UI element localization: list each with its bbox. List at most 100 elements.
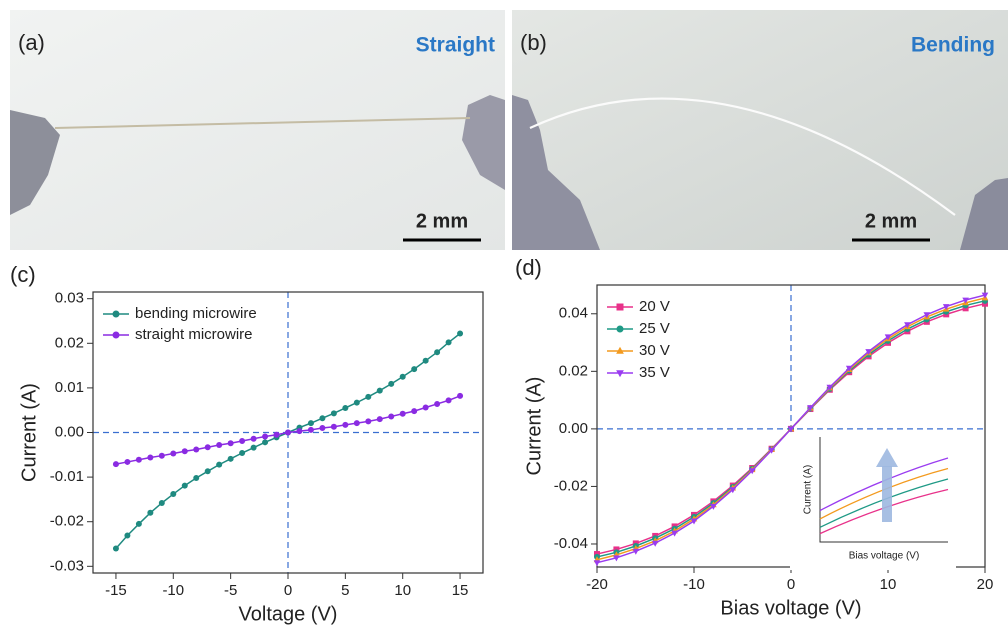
y-tick-label: 0.04 [559, 305, 588, 322]
x-tick-label: 10 [394, 582, 411, 599]
data-point [865, 349, 872, 356]
panel-label: (a) [18, 30, 45, 55]
inset-y-title: Current (A) [803, 465, 814, 514]
data-point [250, 444, 257, 451]
x-tick-label: 5 [341, 582, 349, 599]
data-point [216, 461, 223, 468]
data-point [307, 426, 314, 433]
x-tick-label: 0 [787, 576, 795, 593]
inset-background [790, 433, 956, 570]
y-tick-label: 0.00 [559, 420, 588, 437]
data-point [445, 397, 452, 404]
y-tick-label: -0.01 [50, 468, 84, 485]
data-point [353, 420, 360, 427]
x-tick-label: 20 [977, 576, 994, 593]
data-point [262, 439, 269, 446]
y-tick-label: 0.01 [55, 379, 84, 396]
data-point [135, 520, 142, 527]
data-point [399, 410, 406, 417]
data-point [285, 429, 291, 436]
data-point [904, 322, 911, 329]
inset-x-title: Bias voltage (V) [849, 551, 920, 562]
data-point [593, 560, 601, 567]
data-point [388, 380, 395, 387]
legend-marker [112, 331, 120, 339]
legend-label: 25 V [639, 320, 670, 337]
photo-background [512, 10, 1008, 250]
inset-arrow-shaft [882, 466, 892, 522]
data-point [613, 555, 620, 562]
legend-marker [616, 303, 624, 311]
data-point [170, 450, 177, 457]
y-tick-label: -0.03 [50, 557, 84, 574]
electrode [10, 110, 60, 215]
data-point [845, 365, 853, 372]
data-point [330, 423, 337, 430]
y-tick-label: -0.02 [50, 513, 84, 530]
y-tick-label: 0.02 [559, 362, 588, 379]
legend-label: straight microwire [135, 326, 253, 343]
x-tick-label: -20 [586, 576, 608, 593]
x-tick-label: -5 [224, 582, 237, 599]
data-point [365, 418, 372, 425]
data-point [422, 357, 429, 364]
legend-label: 20 V [639, 298, 670, 315]
y-tick-label: 0.02 [55, 334, 84, 351]
data-point [748, 468, 756, 475]
data-point [158, 499, 165, 506]
data-point [690, 518, 698, 525]
x-axis-title: Voltage (V) [239, 603, 338, 625]
photo-b: (b) Bending 2 mm [512, 10, 1008, 250]
data-point [434, 349, 441, 356]
data-point [112, 461, 119, 468]
data-point [273, 431, 280, 438]
microwire [529, 97, 956, 216]
plot-frame [92, 291, 484, 574]
photo-a: (a) Straight 2 mm [10, 10, 505, 250]
scale-bar-label: 2 mm [865, 210, 917, 232]
x-tick-label: -15 [105, 582, 127, 599]
y-tick-label: -0.04 [554, 535, 588, 552]
data-point [632, 548, 640, 555]
data-point [330, 410, 337, 417]
x-tick-label: -10 [683, 576, 705, 593]
data-point [807, 405, 814, 412]
data-point [376, 387, 383, 394]
inset-axes [819, 437, 948, 543]
electrode [512, 95, 600, 250]
data-point [671, 530, 678, 537]
data-point [353, 399, 360, 406]
data-point [239, 450, 246, 457]
x-axis-title: Bias voltage (V) [720, 597, 861, 619]
legend-label: 30 V [639, 342, 670, 359]
photo-caption: Bending [911, 34, 995, 57]
photo-background [10, 10, 505, 250]
data-point [170, 491, 177, 498]
data-point [181, 448, 188, 455]
data-point [445, 339, 452, 346]
data-point [250, 435, 257, 442]
data-point [422, 404, 429, 411]
data-point [147, 509, 154, 516]
data-point [399, 373, 406, 380]
data-point [388, 413, 395, 420]
inset-arrow-head [876, 448, 898, 467]
data-point [342, 404, 349, 411]
data-point [826, 384, 834, 391]
data-point [884, 334, 892, 341]
legend-marker [616, 370, 624, 378]
panel-label: (d) [515, 255, 542, 280]
data-point [319, 425, 326, 432]
data-point [768, 447, 775, 454]
x-tick-label: 10 [880, 576, 897, 593]
y-tick-label: -0.02 [554, 477, 588, 494]
x-tick-label: -10 [162, 582, 184, 599]
data-point [787, 426, 795, 433]
panel-label: (c) [10, 262, 36, 287]
microwire [54, 117, 471, 129]
legend-label: 35 V [639, 364, 670, 381]
y-tick-label: 0.00 [55, 423, 84, 440]
data-point [147, 454, 154, 461]
electrode [960, 178, 1008, 250]
